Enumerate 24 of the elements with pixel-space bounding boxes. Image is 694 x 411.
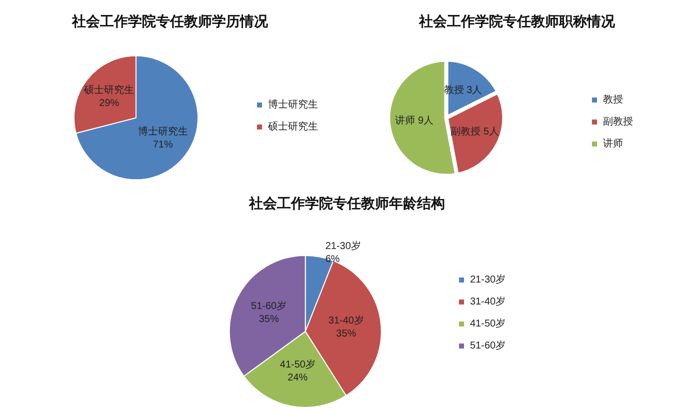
- chart-title: 社会工作学院专任教师学历情况: [71, 13, 269, 30]
- legend-label: 博士研究生: [268, 98, 318, 110]
- slice-label: 41-50岁: [280, 358, 316, 371]
- legend-label: 副教授: [603, 116, 633, 128]
- slice-label: 硕士研究生: [83, 84, 134, 96]
- data-label: 35%: [258, 314, 279, 325]
- legend-label: 教授: [603, 94, 623, 106]
- slice-label: 51-60岁: [251, 300, 287, 312]
- chart-title: 社会工作学院专任教师职称情况: [418, 13, 616, 30]
- legend-label: 硕士研究生: [267, 120, 318, 132]
- legend-label: 21-30岁: [470, 274, 506, 286]
- legend-label: 51-60岁: [470, 340, 506, 352]
- chart-title: 社会工作学院专任教师年龄结构: [248, 195, 445, 212]
- legend-label: 讲师: [603, 138, 623, 150]
- slice-label: 博士研究生: [138, 126, 188, 138]
- slice-label: 31-40岁: [328, 314, 364, 327]
- data-label: 35%: [336, 328, 356, 340]
- slice-label: 21-30岁: [325, 240, 361, 252]
- data-label: 24%: [288, 372, 308, 384]
- category-label: 讲师 9人: [395, 115, 434, 126]
- data-label: 29%: [99, 98, 120, 109]
- legend-label: 31-40岁: [470, 296, 506, 308]
- data-label: 71%: [152, 140, 173, 151]
- legend-label: 41-50岁: [470, 318, 506, 330]
